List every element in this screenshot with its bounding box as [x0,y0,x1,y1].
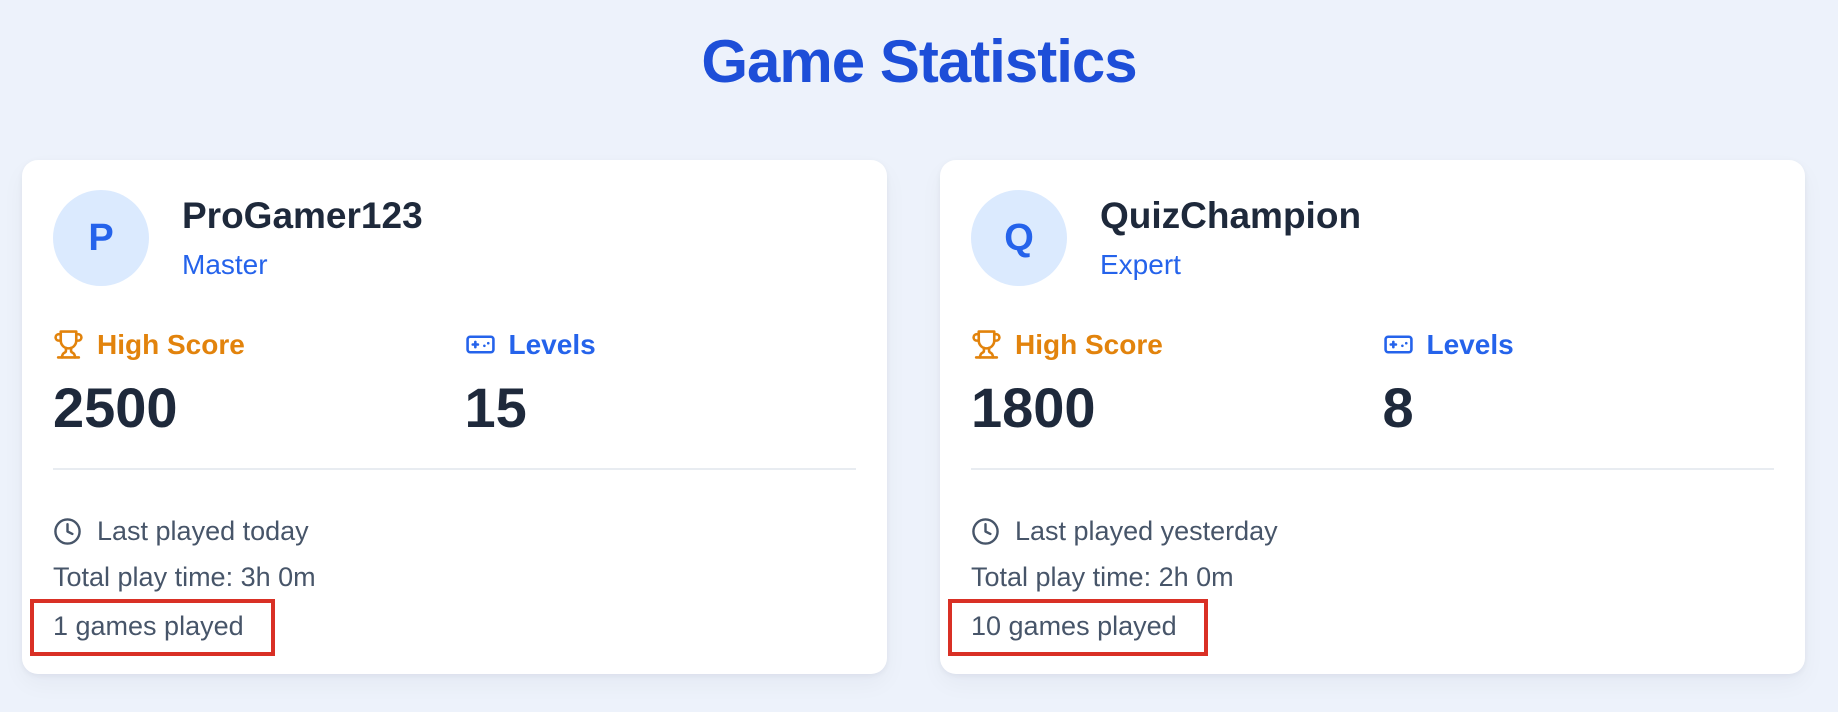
stats-grid: High Score 2500 Levels 15 [53,329,856,436]
gamepad-icon [465,329,496,360]
levels-label: Levels [508,329,596,360]
games-played-row: 1 games played [30,599,856,656]
divider [53,468,856,470]
levels-stat: Levels 8 [1383,329,1775,436]
player-header: Q QuizChampion Expert [971,190,1774,286]
last-played-row: Last played yesterday [971,516,1774,547]
player-name: ProGamer123 [182,195,423,237]
card-footer: Last played yesterday Total play time: 2… [948,516,1774,656]
avatar: Q [971,190,1067,286]
high-score-stat: High Score 2500 [53,329,445,436]
player-card: Q QuizChampion Expert High Score 1800 [940,160,1805,674]
player-name: QuizChampion [1100,195,1362,237]
player-identity: ProGamer123 Master [182,195,423,281]
high-score-label: High Score [1015,329,1163,360]
high-score-label-row: High Score [971,329,1363,360]
games-played-highlight: 10 games played [948,599,1208,656]
clock-icon [971,517,1000,546]
total-play-time-text: Total play time: 3h 0m [53,562,316,592]
gamepad-icon [1383,329,1414,360]
last-played-text: Last played yesterday [1015,516,1278,546]
high-score-stat: High Score 1800 [971,329,1363,436]
games-played-text: 1 games played [53,611,244,641]
player-card: P ProGamer123 Master High Score 2500 [22,160,887,674]
total-play-time-text: Total play time: 2h 0m [971,562,1234,592]
avatar-letter: Q [1004,216,1034,259]
levels-label: Levels [1426,329,1514,360]
avatar: P [53,190,149,286]
levels-stat: Levels 15 [465,329,857,436]
levels-value: 15 [464,376,527,439]
clock-icon [53,517,82,546]
card-footer: Last played today Total play time: 3h 0m… [30,516,856,656]
last-played-row: Last played today [53,516,856,547]
high-score-label: High Score [97,329,245,360]
last-played-text: Last played today [97,516,309,546]
levels-label-row: Levels [1383,329,1775,360]
games-played-row: 10 games played [948,599,1774,656]
player-identity: QuizChampion Expert [1100,195,1361,281]
levels-value: 8 [1382,376,1414,439]
page-title: Game Statistics [701,28,1137,95]
trophy-icon [971,329,1002,360]
divider [971,468,1774,470]
player-header: P ProGamer123 Master [53,190,856,286]
games-played-text: 10 games played [971,611,1177,641]
player-rank: Master [182,248,268,280]
avatar-letter: P [88,216,114,259]
stats-grid: High Score 1800 Levels 8 [971,329,1774,436]
levels-label-row: Levels [465,329,857,360]
player-rank: Expert [1100,248,1181,280]
high-score-label-row: High Score [53,329,445,360]
games-played-highlight: 1 games played [30,599,275,656]
trophy-icon [53,329,84,360]
player-cards: P ProGamer123 Master High Score 2500 [0,160,1838,674]
high-score-value: 1800 [971,376,1096,439]
high-score-value: 2500 [53,376,178,439]
